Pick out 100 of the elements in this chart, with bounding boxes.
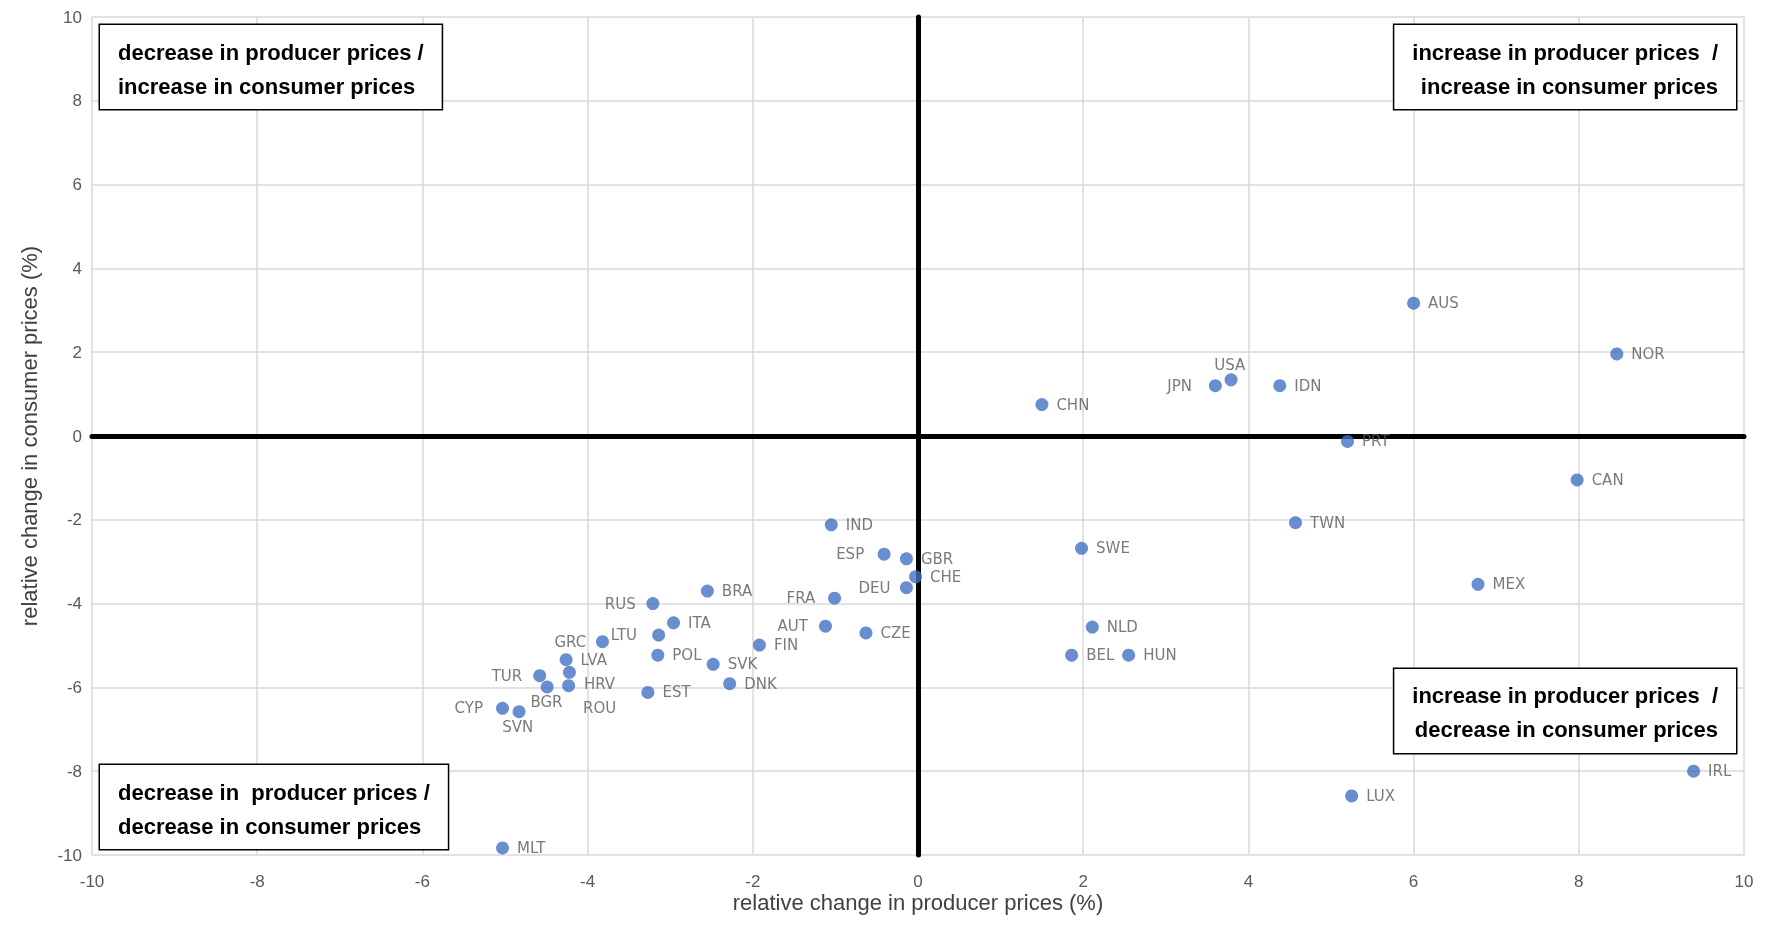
point (1289, 516, 1302, 530)
point (1208, 379, 1222, 393)
data-label: DNK (744, 674, 778, 693)
point (1224, 373, 1238, 387)
annotation: increase in producer prices / increase in consumer prices (1412, 39, 1718, 99)
data-label: ROU (583, 698, 617, 717)
data-label: IRL (1708, 762, 1732, 781)
point (700, 584, 714, 598)
data-label: TUR (490, 666, 523, 685)
data-label: MEX (1492, 575, 1526, 594)
point (651, 648, 665, 662)
point (1065, 648, 1079, 662)
data-label: HRV (583, 675, 616, 694)
point (877, 547, 891, 561)
data-label: ESP (836, 545, 865, 564)
data-label: SVN (502, 717, 534, 736)
data-label: USA (1214, 355, 1247, 374)
y-tick-label: -4 (66, 594, 82, 614)
data-label: MLT (517, 838, 547, 857)
data-label: LVA (580, 650, 608, 669)
data-label: GRC (554, 632, 587, 651)
point (641, 685, 655, 699)
y-tick-label: -8 (66, 761, 82, 781)
y-axis-title: relative change in consumer prices (%) (16, 245, 42, 627)
x-tick-label: 10 (1734, 872, 1754, 891)
data-label: DEU (858, 578, 891, 597)
point (1273, 379, 1287, 393)
point (496, 701, 510, 715)
data-label: AUS (1428, 294, 1459, 313)
y-tick-label: -2 (66, 510, 82, 530)
point (752, 638, 766, 652)
point (595, 635, 609, 649)
point (533, 669, 547, 683)
data-label: LUX (1366, 786, 1396, 805)
y-tick-label: 8 (72, 91, 82, 111)
annotation: increase in producer prices / decrease in consumer prices (1412, 683, 1718, 743)
point (1341, 434, 1355, 448)
data-label: NLD (1106, 618, 1138, 637)
data-label: AUT (777, 617, 809, 636)
point (828, 591, 842, 605)
point (1085, 620, 1099, 634)
x-tick-label: -6 (414, 872, 430, 891)
data-label: CHE (930, 567, 962, 586)
annotation: decrease in producer prices / increase in consumer prices (118, 39, 424, 99)
x-tick-label: 2 (1078, 872, 1088, 891)
data-label: RUS (604, 594, 636, 613)
point (562, 665, 576, 679)
data-label: HUN (1143, 646, 1177, 665)
point (512, 705, 526, 719)
x-tick-label: -2 (745, 872, 761, 891)
data-label: IND (845, 515, 873, 534)
y-tick-label: 2 (72, 342, 82, 362)
point (1122, 648, 1136, 662)
data-label: NOR (1631, 344, 1665, 363)
point (667, 616, 680, 630)
point (496, 841, 510, 855)
data-label: GBR (920, 549, 954, 568)
y-tick-label: -10 (57, 845, 82, 865)
x-tick-label: 8 (1574, 872, 1584, 891)
point (1610, 347, 1624, 361)
y-tick-label: -6 (66, 677, 82, 697)
point (824, 518, 838, 532)
point (1035, 398, 1049, 412)
point (652, 628, 666, 642)
data-label: BRA (721, 582, 753, 601)
x-tick-label: 0 (913, 872, 923, 891)
x-tick-label: -4 (580, 872, 596, 891)
data-label: ITA (688, 613, 712, 632)
point (819, 619, 832, 633)
y-tick-label: 6 (72, 175, 82, 195)
y-tick-label: 4 (72, 258, 82, 278)
data-label: LTU (610, 626, 638, 645)
point (909, 570, 923, 584)
x-axis-title: relative change in producer prices (%) (732, 889, 1104, 915)
point (899, 581, 913, 595)
point (1345, 789, 1359, 803)
data-label: FIN (773, 636, 799, 655)
data-label: CHN (1056, 395, 1090, 414)
x-tick-label: 4 (1243, 872, 1254, 891)
point (859, 626, 873, 640)
point (1407, 296, 1421, 310)
annotation: decrease in producer prices / decrease in consumer prices (118, 779, 430, 839)
point (1687, 764, 1701, 778)
point (1570, 473, 1584, 487)
data-label: CYP (454, 699, 483, 718)
data-label: JPN (1166, 376, 1193, 395)
x-tick-label: 6 (1408, 872, 1419, 891)
point (646, 597, 660, 611)
data-label: SWE (1096, 539, 1130, 558)
point (1471, 577, 1485, 591)
point (1075, 541, 1089, 555)
y-tick-label: 0 (72, 426, 82, 446)
x-tick-label: -8 (249, 872, 265, 891)
data-label: CAN (1591, 470, 1624, 489)
point (540, 680, 554, 694)
data-label: FRA (786, 589, 817, 608)
point (899, 552, 913, 566)
data-label: TWN (1308, 513, 1346, 532)
point (562, 679, 576, 693)
y-tick-label: 10 (63, 7, 82, 27)
